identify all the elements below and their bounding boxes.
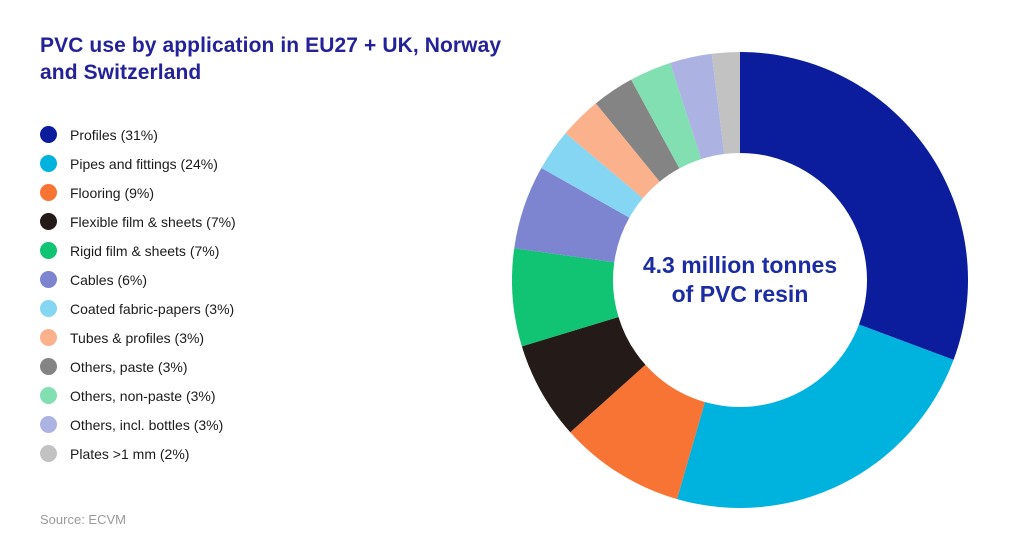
legend-item: Others, incl. bottles (3%) xyxy=(40,410,236,439)
legend-label: Others, paste (3%) xyxy=(70,358,188,375)
chart-title: PVC use by application in EU27 + UK, Nor… xyxy=(40,32,501,87)
donut-segment xyxy=(565,103,660,199)
legend-label: Tubes & profiles (3%) xyxy=(70,329,205,346)
legend-color-dot xyxy=(40,271,57,288)
donut-segment xyxy=(512,248,619,347)
legend-color-dot xyxy=(40,184,57,201)
source-note: Source: ECVM xyxy=(40,512,126,527)
legend-label: Pipes and fittings (24%) xyxy=(70,155,218,172)
donut-segment xyxy=(631,62,702,169)
donut-segment xyxy=(570,364,705,500)
legend-item: Flexible film & sheets (7%) xyxy=(40,207,236,236)
legend-item: Rigid film & sheets (7%) xyxy=(40,236,236,265)
legend-label: Coated fabric-papers (3%) xyxy=(70,300,235,317)
legend-item: Others, non-paste (3%) xyxy=(40,381,236,410)
legend-color-dot xyxy=(40,213,57,230)
donut-segment xyxy=(677,324,954,508)
legend-color-dot xyxy=(40,329,57,346)
legend-item: Pipes and fittings (24%) xyxy=(40,149,236,178)
legend-label: Rigid film & sheets (7%) xyxy=(70,242,220,259)
legend-item: Cables (6%) xyxy=(40,265,236,294)
chart-title-line2: and Switzerland xyxy=(40,61,202,85)
legend-color-dot xyxy=(40,300,57,317)
chart-legend: Profiles (31%) Pipes and fittings (24%) Fl… xyxy=(40,120,236,468)
legend-item: Plates >1 mm (2%) xyxy=(40,439,236,468)
legend-label: Others, incl. bottles (3%) xyxy=(70,416,224,433)
donut-chart: 4.3 million tonnes of PVC resin xyxy=(512,52,968,508)
legend-label: Flooring (9%) xyxy=(70,184,155,201)
legend-item: Tubes & profiles (3%) xyxy=(40,323,236,352)
legend-color-dot xyxy=(40,242,57,259)
legend-label: Plates >1 mm (2%) xyxy=(70,445,190,462)
donut-segment xyxy=(521,316,646,433)
legend-item: Flooring (9%) xyxy=(40,178,236,207)
legend-color-dot xyxy=(40,416,57,433)
donut-svg xyxy=(512,52,968,508)
legend-color-dot xyxy=(40,445,57,462)
donut-segment xyxy=(711,52,740,154)
legend-color-dot xyxy=(40,358,57,375)
legend-item: Others, paste (3%) xyxy=(40,352,236,381)
donut-segment xyxy=(670,53,725,160)
donut-segment xyxy=(740,52,968,360)
donut-segment xyxy=(595,79,680,182)
legend-label: Flexible film & sheets (7%) xyxy=(70,213,236,230)
legend-item: Coated fabric-papers (3%) xyxy=(40,294,236,323)
legend-color-dot xyxy=(40,126,57,143)
legend-label: Profiles (31%) xyxy=(70,126,158,143)
legend-label: Others, non-paste (3%) xyxy=(70,387,216,404)
legend-color-dot xyxy=(40,155,57,172)
donut-segment xyxy=(541,133,643,218)
legend-label: Cables (6%) xyxy=(70,271,148,288)
legend-item: Profiles (31%) xyxy=(40,120,236,149)
legend-color-dot xyxy=(40,387,57,404)
donut-segment xyxy=(514,168,630,263)
chart-title-line1: PVC use by application in EU27 + UK, Nor… xyxy=(40,34,502,57)
